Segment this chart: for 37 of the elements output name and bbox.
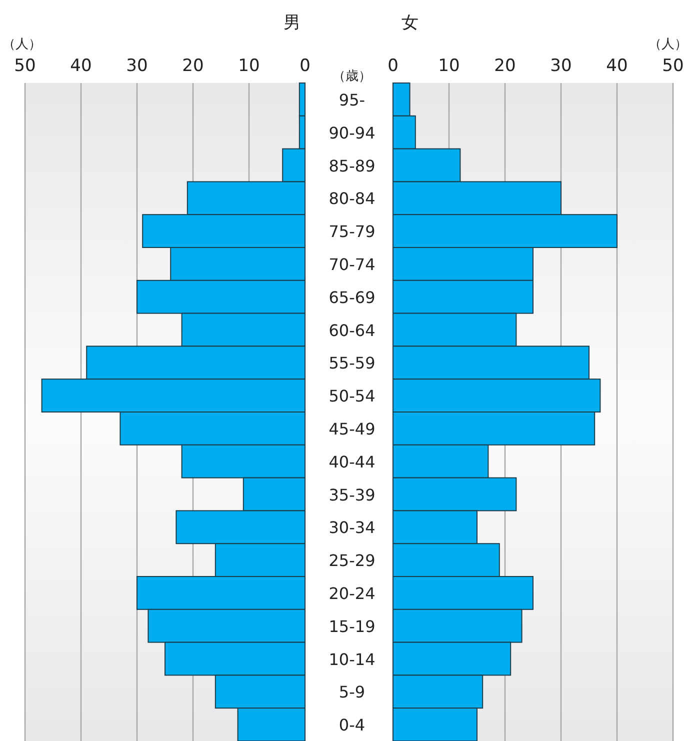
x-tick-label: 0 — [300, 56, 310, 76]
chart-title: 男 — [284, 13, 300, 33]
chart-title: 女 — [402, 13, 418, 33]
y-tick-label: 75-79 — [328, 222, 376, 242]
y-tick-label: 40-44 — [328, 452, 376, 472]
x-tick-label: 20 — [494, 56, 516, 76]
y-tick-label: 85-89 — [328, 156, 376, 176]
y-tick-label: 90-94 — [328, 123, 376, 142]
y-axis-title: （歳） — [332, 69, 372, 84]
y-tick-label: 20-24 — [328, 584, 376, 603]
y-tick-label: 95- — [338, 90, 366, 110]
x-tick-label: 10 — [438, 56, 460, 76]
y-tick-label: 50-54 — [328, 386, 376, 406]
x-tick-label: 40 — [606, 56, 628, 76]
x-tick-label: 40 — [70, 56, 92, 76]
y-tick-label: 5-9 — [338, 682, 366, 702]
y-tick-label: 80-84 — [328, 189, 376, 208]
y-tick-label: 0-4 — [338, 716, 366, 735]
x-tick-label: 0 — [388, 56, 398, 76]
x-tick-label: 50 — [662, 56, 684, 76]
x-tick-label: 30 — [126, 56, 148, 76]
y-tick-label: 45-49 — [328, 419, 376, 438]
y-tick-label: 30-34 — [328, 518, 376, 538]
y-tick-label: 70-74 — [328, 254, 376, 274]
y-tick-label: 65-69 — [328, 288, 376, 307]
y-tick-label: 10-14 — [328, 650, 376, 669]
y-tick-label: 25-29 — [328, 551, 376, 570]
x-tick-label: 20 — [182, 56, 204, 76]
x-tick-label: 50 — [14, 56, 36, 76]
x-tick-label: 10 — [238, 56, 260, 76]
x-tick-label: 30 — [550, 56, 572, 76]
x-axis-title: （人） — [2, 37, 42, 52]
y-tick-label: 60-64 — [328, 320, 376, 340]
y-tick-label: 35-39 — [328, 485, 376, 504]
y-tick-label: 15-19 — [328, 616, 376, 636]
x-axis-title: （人） — [648, 37, 685, 52]
y-tick-label: 55-59 — [328, 354, 376, 373]
